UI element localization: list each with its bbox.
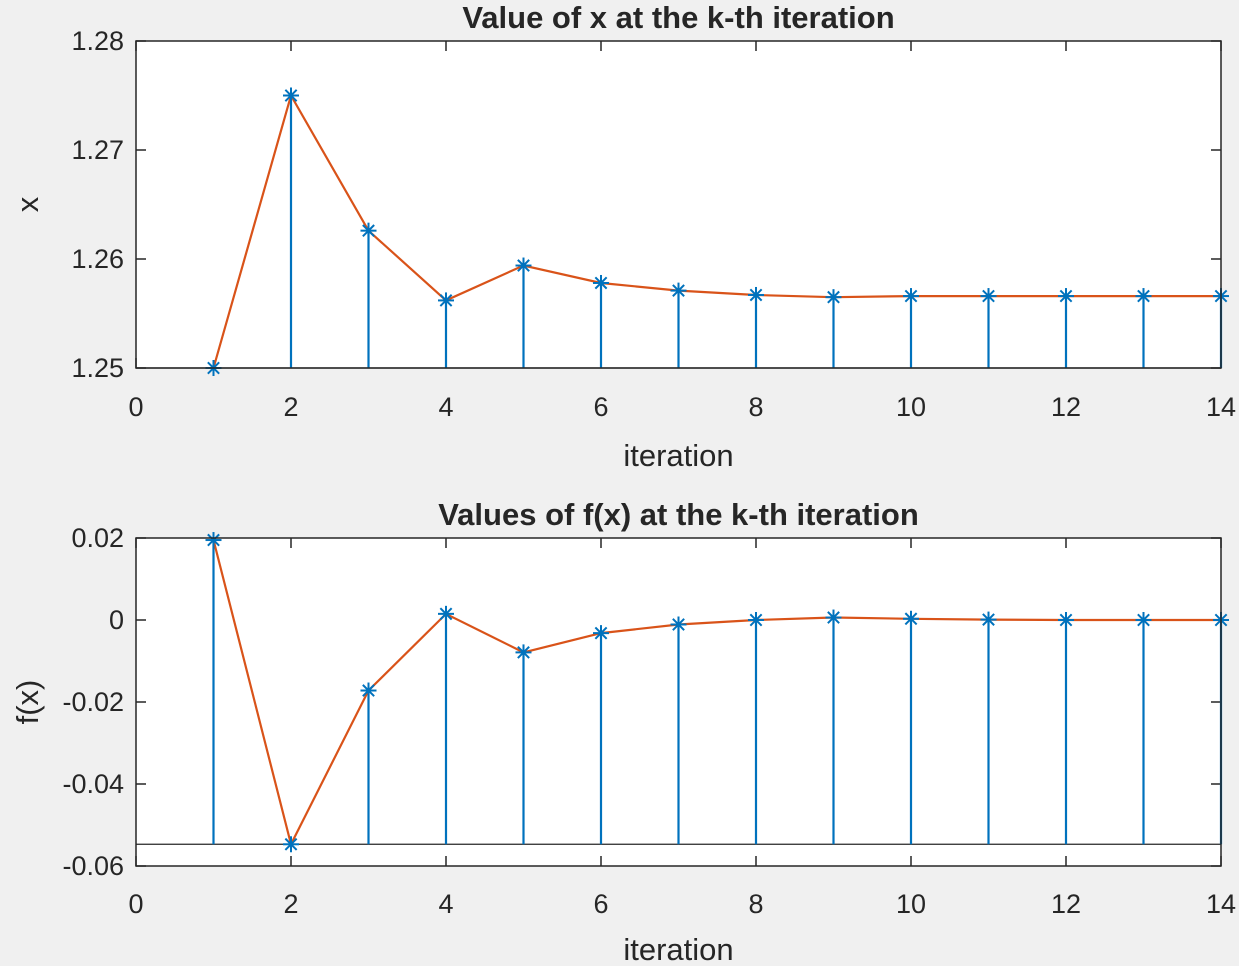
chart-1-axes-box bbox=[135, 537, 1222, 867]
chart-1-xtick-label: 8 bbox=[748, 889, 763, 919]
chart-0-data-point bbox=[438, 292, 454, 309]
chart-1-data-point bbox=[1135, 612, 1152, 628]
chart-1-ytick-label: -0.02 bbox=[62, 687, 124, 717]
chart-1-xtick-label: 0 bbox=[128, 889, 143, 919]
chart-1-data-point bbox=[438, 605, 454, 622]
chart-0-data-point bbox=[825, 289, 842, 306]
chart-0-ytick-label: 1.26 bbox=[71, 244, 124, 274]
chart-0-data-point bbox=[980, 288, 997, 305]
chart-fx-iterations: Values of f(x) at the k-th iteration iter… bbox=[10, 497, 1236, 966]
chart-1-data-point bbox=[825, 609, 842, 626]
chart-0-ytick-label: 1.28 bbox=[71, 26, 124, 56]
chart-1-data-point bbox=[980, 611, 997, 628]
chart-1-xtick-label: 10 bbox=[896, 889, 926, 919]
chart-1-data-point bbox=[748, 612, 764, 628]
chart-1-series-line bbox=[212, 539, 1221, 848]
chart-1-data-point bbox=[1058, 612, 1074, 628]
chart-0-xlabel: iteration bbox=[623, 438, 733, 473]
chart-0-data-point bbox=[670, 282, 687, 299]
chart-0-xtick-label: 6 bbox=[593, 392, 608, 422]
chart-1-title: Values of f(x) at the k-th iteration bbox=[438, 497, 919, 532]
chart-0-ytick-label: 1.25 bbox=[71, 353, 124, 383]
chart-0-axes-box bbox=[135, 40, 1222, 369]
chart-0-data-point bbox=[1135, 288, 1152, 305]
chart-1-xlabel: iteration bbox=[623, 932, 733, 966]
chart-0-xtick-label: 0 bbox=[128, 392, 143, 422]
chart-1-ylabel: f(x) bbox=[10, 680, 45, 725]
chart-1-ytick-label: 0 bbox=[109, 605, 124, 635]
chart-0-xtick-label: 4 bbox=[438, 392, 453, 422]
chart-1-data-point bbox=[903, 610, 919, 627]
chart-0-xtick-label: 8 bbox=[748, 392, 763, 422]
chart-0-data-point bbox=[903, 288, 919, 305]
chart-1-xtick-label: 14 bbox=[1206, 889, 1236, 919]
chart-0-xtick-label: 12 bbox=[1051, 392, 1081, 422]
chart-1-ytick-label: 0.02 bbox=[71, 523, 124, 553]
chart-1-data-point bbox=[283, 836, 299, 853]
chart-0-data-point bbox=[360, 222, 377, 239]
chart-1-xtick-label: 12 bbox=[1051, 889, 1081, 919]
chart-0-data-point bbox=[748, 286, 764, 303]
chart-0-xtick-label: 2 bbox=[283, 392, 298, 422]
chart-1-data-point bbox=[205, 532, 222, 549]
chart-0-data-point bbox=[593, 274, 609, 291]
chart-1-data-point bbox=[360, 682, 377, 699]
chart-1-data-point bbox=[593, 625, 609, 642]
chart-1-xtick-label: 6 bbox=[593, 889, 608, 919]
chart-1-ytick-label: -0.04 bbox=[62, 769, 124, 799]
chart-0-ytick-label: 1.27 bbox=[71, 135, 124, 165]
chart-1-xtick-label: 4 bbox=[438, 889, 453, 919]
chart-1-ytick-label: -0.06 bbox=[62, 851, 124, 881]
chart-0-xtick-label: 14 bbox=[1206, 392, 1236, 422]
chart-0-data-point bbox=[515, 257, 532, 274]
chart-0-data-point bbox=[283, 87, 299, 104]
chart-x-iterations: Value of x at the k-th iteration iteratio… bbox=[10, 0, 1236, 473]
chart-0-xtick-label: 10 bbox=[896, 392, 926, 422]
chart-1-data-point bbox=[670, 616, 687, 633]
chart-1-data-point bbox=[515, 644, 532, 661]
chart-0-series-line bbox=[212, 92, 1221, 369]
chart-0-ylabel: x bbox=[10, 196, 45, 212]
chart-0-title: Value of x at the k-th iteration bbox=[462, 0, 894, 35]
chart-0-data-point bbox=[1058, 288, 1074, 305]
chart-1-xtick-label: 2 bbox=[283, 889, 298, 919]
